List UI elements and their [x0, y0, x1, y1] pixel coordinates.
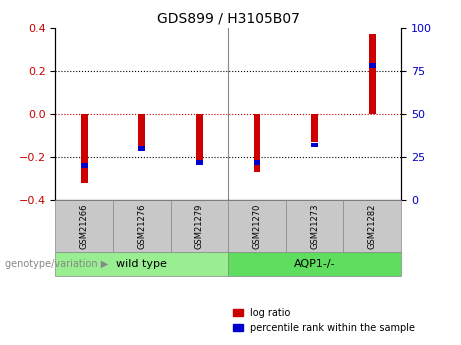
Text: GSM21266: GSM21266: [80, 203, 89, 249]
Bar: [369, 63, 376, 68]
Bar: [311, 114, 318, 142]
Bar: [286, 200, 343, 252]
Bar: [196, 160, 203, 165]
Bar: [228, 200, 286, 252]
Bar: [113, 200, 171, 252]
Text: GSM21276: GSM21276: [137, 203, 146, 249]
Text: genotype/variation ▶: genotype/variation ▶: [5, 259, 108, 269]
Text: GSM21279: GSM21279: [195, 203, 204, 249]
Bar: [55, 252, 228, 276]
Bar: [343, 200, 401, 252]
Bar: [254, 114, 260, 172]
Text: AQP1-/-: AQP1-/-: [294, 259, 336, 269]
Bar: [228, 252, 401, 276]
Bar: [311, 142, 318, 147]
Text: GSM21270: GSM21270: [253, 203, 261, 249]
Bar: [254, 160, 260, 165]
Bar: [138, 114, 145, 149]
Bar: [55, 200, 113, 252]
Bar: [196, 114, 203, 165]
Text: GSM21282: GSM21282: [368, 203, 377, 249]
Bar: [138, 146, 145, 151]
Text: GSM21273: GSM21273: [310, 203, 319, 249]
Bar: [81, 114, 88, 183]
Bar: [81, 163, 88, 168]
Text: wild type: wild type: [116, 259, 167, 269]
Bar: [369, 34, 376, 114]
Bar: [171, 200, 228, 252]
Legend: log ratio, percentile rank within the sample: log ratio, percentile rank within the sa…: [229, 304, 419, 337]
Title: GDS899 / H3105B07: GDS899 / H3105B07: [157, 11, 300, 25]
